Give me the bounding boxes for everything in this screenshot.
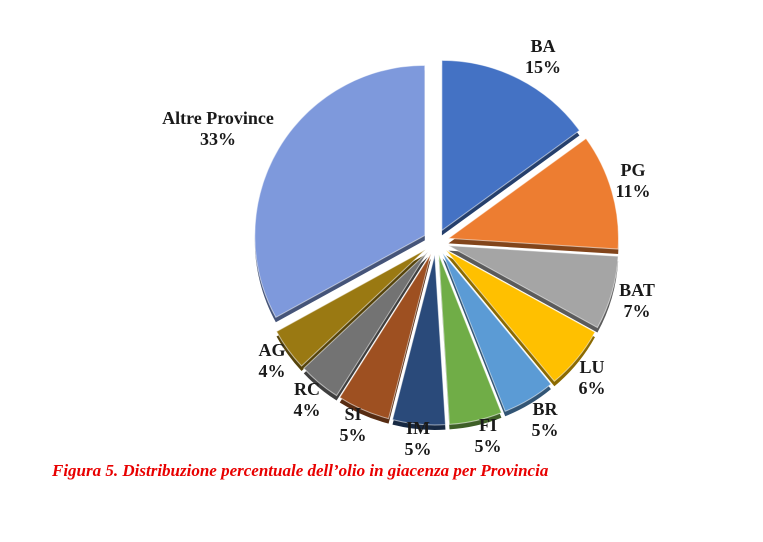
slice-label-percent: 11% [615,181,651,201]
slice-label-name: FI [479,415,497,435]
slice-label-fi: FI 5% [475,415,502,457]
slice-label-altre-province: Altre Province 33% [162,108,274,150]
slice-label-ag: AG 4% [259,340,286,382]
slice-label-name: IM [406,418,430,438]
slice-label-percent: 6% [578,378,606,398]
slice-label-percent: 5% [474,436,502,456]
slice-label-percent: 5% [404,439,432,459]
slice-label-si: SI 5% [340,404,367,446]
pie-slice-ba [441,59,581,232]
slice-label-name: BR [532,399,558,419]
slice-label-percent: 7% [623,301,651,321]
slice-label-name: SI [344,404,362,424]
slice-label-name: AG [258,340,286,360]
slice-label-percent: 15% [525,57,561,77]
pie-slice-fi [438,254,503,425]
pie-slice-im [391,254,446,426]
slice-label-name: BA [530,36,556,56]
slice-label-name: LU [579,357,605,377]
pie-slice-pg [447,137,619,250]
pie-slice-bat [448,245,619,329]
pie-slice-altre-province [254,64,426,318]
slice-label-name: BAT [619,280,655,300]
slice-label-percent: 5% [339,425,367,445]
slice-label-name: RC [294,379,320,399]
slice-label-lu: LU 6% [579,357,606,399]
slice-label-percent: 5% [531,420,559,440]
slice-label-percent: 4% [293,400,321,420]
pie-slice-lu [445,249,596,382]
slice-label-bat: BAT 7% [619,280,655,322]
pie-slice-ag [275,249,426,367]
slice-label-name: Altre Province [162,108,274,128]
pie-slices-layer [254,59,619,426]
slice-label-percent: 4% [258,361,286,381]
pie-slice-br [442,252,552,412]
slice-label-im: IM 5% [405,418,432,460]
pie-slice-rc [303,251,429,397]
pie-slice-si [339,253,432,420]
slice-label-name: PG [620,160,646,180]
slice-label-rc: RC 4% [294,379,321,421]
slice-label-br: BR 5% [532,399,559,441]
figure-caption: Figura 5. Distribuzione percentuale dell… [52,461,549,480]
slice-label-ba: BA 15% [525,36,561,78]
slice-label-pg: PG 11% [615,160,650,202]
slice-label-percent: 33% [199,129,236,149]
